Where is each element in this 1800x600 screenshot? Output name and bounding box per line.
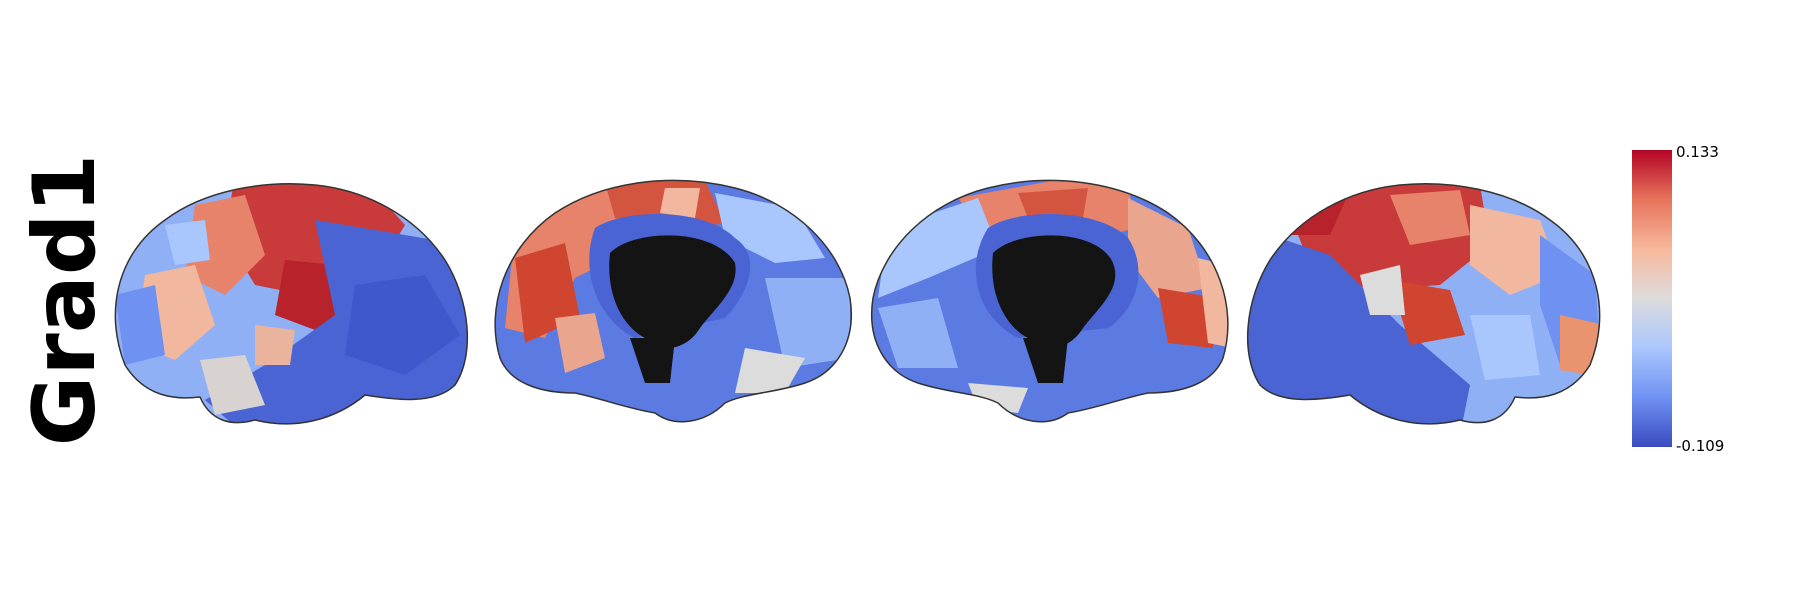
colorbar-min-label: -0.109	[1676, 437, 1725, 455]
colorbar-max-label: 0.133	[1676, 143, 1719, 161]
brain-left-medial	[494, 179, 852, 423]
colorbar	[1632, 150, 1672, 447]
brain-right-lateral	[1246, 183, 1601, 425]
brain-left-lateral	[114, 183, 469, 425]
row-label: Grad1	[15, 153, 115, 447]
brain-right-medial	[871, 179, 1229, 423]
